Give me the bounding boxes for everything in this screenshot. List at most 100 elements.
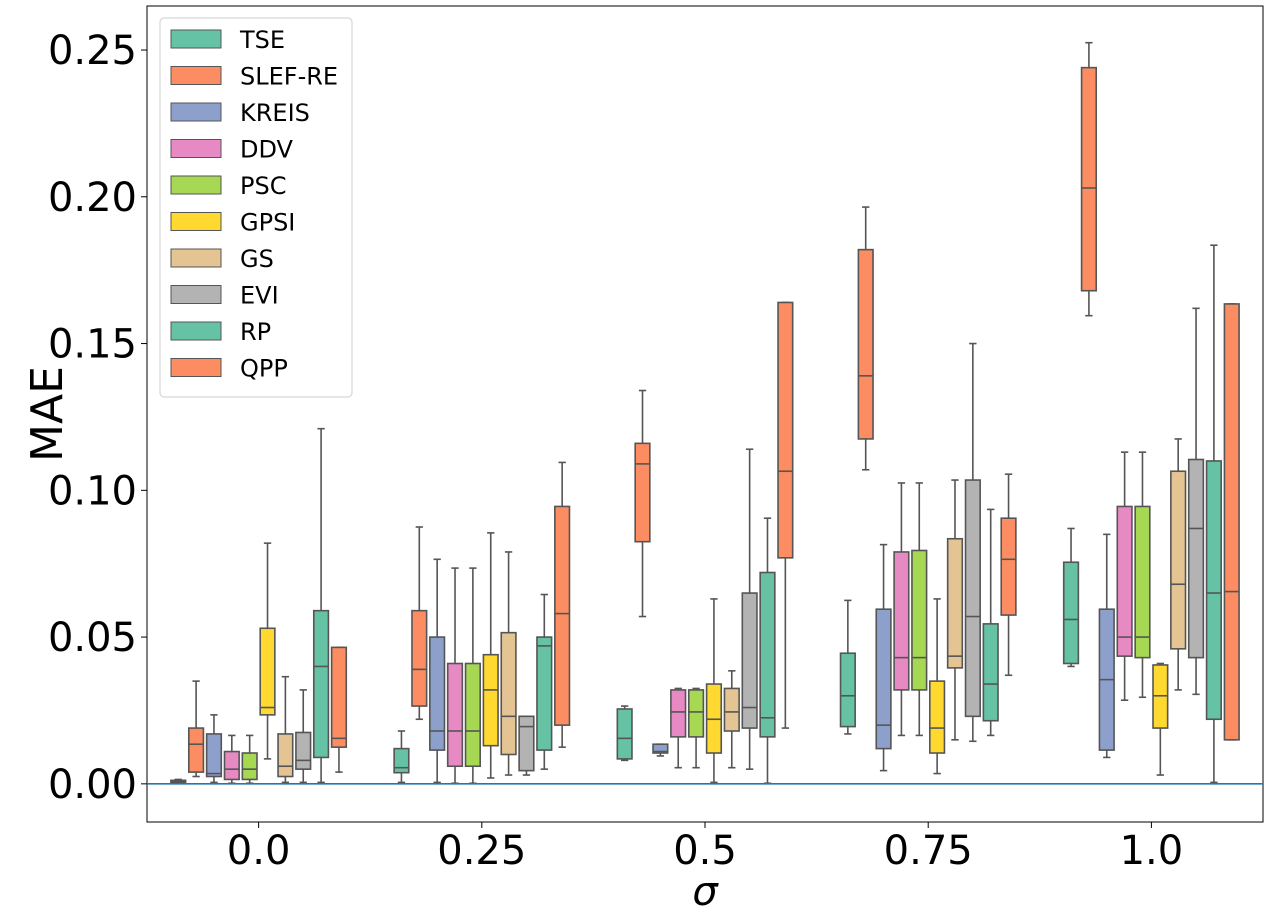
box-body [223, 750, 240, 781]
box-qpp-0.5 [777, 301, 794, 729]
box-body [1116, 505, 1133, 657]
legend-swatch [170, 29, 222, 49]
box-body [536, 636, 553, 751]
box-body [634, 442, 651, 543]
box-psc-0.25 [464, 567, 481, 785]
box-body [482, 653, 499, 747]
box-body [554, 505, 571, 726]
box-rp-1.0 [1205, 244, 1223, 784]
box-body [205, 733, 223, 778]
legend-swatch [170, 358, 222, 377]
box-body [241, 752, 258, 781]
box-tse-1.0 [1062, 527, 1080, 668]
box-body [687, 689, 705, 738]
y-tick-label: 0.05 [48, 615, 137, 661]
box-body [277, 733, 294, 778]
box-body [1223, 303, 1240, 741]
box-qpp-0.0 [330, 646, 348, 773]
box-body [839, 652, 856, 728]
box-tse-0.25 [393, 730, 410, 784]
y-tick-label: 0.25 [48, 28, 137, 74]
box-kreis-0.25 [429, 558, 446, 784]
box-gs-1.0 [1170, 438, 1187, 691]
legend-label: RP [240, 318, 271, 346]
box-body [330, 646, 348, 748]
y-tick-label: 0.15 [48, 322, 137, 368]
box-rp-0.75 [982, 508, 999, 737]
legend-label: KREIS [240, 99, 310, 127]
box-ddv-0.25 [446, 567, 464, 785]
box-body [911, 549, 928, 691]
box-body [652, 743, 669, 754]
box-ddv-0.5 [670, 687, 687, 769]
x-tick-label: 0.5 [673, 828, 737, 874]
legend-swatch [170, 212, 222, 231]
legend-swatch [170, 321, 222, 341]
box-body [759, 571, 776, 738]
box-body [295, 731, 312, 770]
legend-label: PSC [240, 172, 286, 200]
box-gs-0.5 [723, 670, 740, 769]
box-body [857, 248, 874, 440]
y-tick-label: 0.20 [48, 175, 137, 221]
legend-swatch [170, 139, 222, 158]
box-slef-re-0.25 [411, 526, 428, 721]
box-gpsi-0.75 [929, 598, 946, 775]
box-rp-0.0 [312, 427, 330, 784]
box-body [670, 689, 687, 738]
box-rp-0.5 [759, 517, 776, 785]
box-kreis-1.0 [1098, 533, 1115, 759]
box-evi-0.25 [518, 715, 535, 776]
box-slef-re-0.75 [857, 206, 874, 471]
box-body [259, 627, 276, 716]
box-gpsi-0.5 [705, 598, 723, 784]
box-qpp-0.75 [1000, 473, 1017, 677]
box-body [982, 623, 999, 722]
box-body [312, 609, 330, 759]
legend-swatch [170, 102, 222, 122]
box-ddv-1.0 [1116, 451, 1133, 701]
box-gs-0.75 [946, 479, 964, 741]
legend-swatch [170, 285, 222, 304]
box-body [1134, 505, 1151, 659]
box-body [1170, 470, 1187, 650]
box-evi-1.0 [1187, 307, 1205, 696]
box-body [393, 747, 410, 774]
box-evi-0.0 [295, 689, 312, 784]
box-slef-re-0.0 [187, 680, 205, 778]
box-evi-0.5 [741, 448, 758, 770]
box-body [411, 609, 428, 707]
box-body [464, 662, 481, 768]
box-body [446, 662, 464, 768]
box-psc-1.0 [1134, 451, 1151, 699]
box-body [1187, 458, 1205, 659]
box-slef-re-1.0 [1080, 41, 1098, 317]
box-gs-0.0 [277, 675, 294, 784]
box-body [429, 636, 446, 751]
y-tick-label: 0.00 [48, 762, 137, 808]
box-body [777, 301, 794, 559]
box-qpp-0.25 [554, 461, 571, 748]
box-psc-0.75 [911, 482, 928, 737]
box-kreis-0.75 [875, 543, 892, 772]
box-tse-0.75 [839, 599, 856, 735]
x-tick-label: 0.0 [227, 828, 291, 874]
box-body [518, 715, 535, 772]
box-tse-0.0 [170, 778, 187, 784]
legend-swatch [170, 66, 222, 85]
legend-swatch [170, 175, 222, 195]
box-gpsi-0.25 [482, 532, 499, 779]
box-psc-0.5 [687, 687, 705, 769]
box-body [964, 479, 981, 718]
box-body [616, 708, 633, 760]
box-body [1062, 561, 1080, 665]
box-body [1000, 517, 1017, 616]
box-slef-re-0.5 [634, 389, 651, 618]
box-body [1205, 460, 1223, 721]
box-qpp-1.0 [1223, 303, 1240, 741]
box-gpsi-0.0 [259, 542, 276, 760]
x-tick-label: 0.75 [884, 828, 973, 874]
box-ddv-0.75 [893, 482, 910, 737]
